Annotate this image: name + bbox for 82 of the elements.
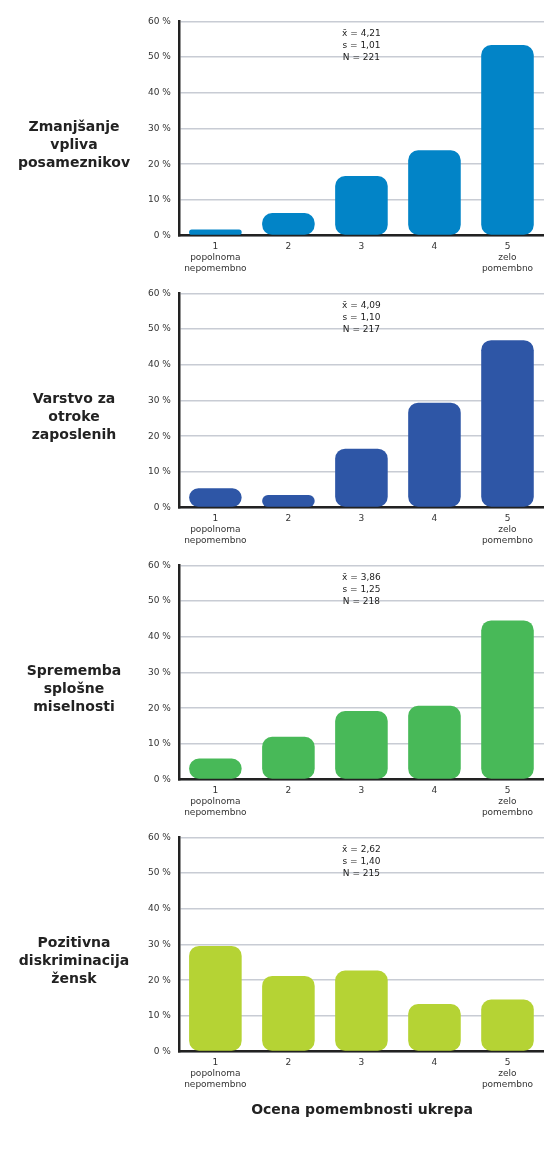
y-tick-label: 0 %	[153, 501, 172, 512]
y-tick-label: 50 %	[147, 595, 172, 606]
bar	[335, 448, 388, 507]
bar	[262, 495, 315, 507]
y-tick-label: 20 %	[147, 430, 172, 441]
bar	[408, 150, 461, 235]
y-tick-label: 50 %	[147, 323, 172, 334]
bar	[481, 999, 534, 1051]
x-tick-label: 1 popolnoma nepomembno	[184, 513, 248, 545]
x-tick-label: 3	[358, 785, 365, 796]
annotation: x̄ = 4,21	[342, 28, 381, 39]
x-tick-label: 2	[285, 513, 292, 524]
bar	[262, 736, 315, 779]
bar	[481, 620, 534, 779]
bar	[481, 340, 534, 507]
y-tick-label: 10 %	[147, 466, 172, 477]
annotation: x̄ = 4,09	[342, 300, 382, 311]
x-tick-label: 5 zelo pomembno	[481, 785, 534, 817]
annotation: x̄ = 3,86	[342, 572, 382, 583]
bar	[408, 705, 461, 779]
y-tick-label: 60 %	[147, 287, 172, 298]
x-tick-label: 4	[431, 513, 438, 524]
x-tick-label: 5 zelo pomembno	[481, 241, 534, 273]
y-tick-label: 50 %	[147, 867, 172, 878]
bar	[189, 229, 242, 235]
x-tick-label: 4	[431, 785, 438, 796]
annotation: s = 1,01	[342, 40, 381, 51]
x-tick-label: 1 popolnoma nepomembno	[184, 241, 248, 273]
text: Pozitivna diskriminacija žensk	[17, 933, 131, 987]
annotation: s = 1,40	[342, 856, 381, 867]
x-tick-label: 2	[285, 785, 292, 796]
y-tick-label: 60 %	[147, 15, 172, 26]
y-tick-label: 30 %	[147, 394, 172, 405]
y-tick-label: 60 %	[147, 831, 172, 842]
y-tick-label: 10 %	[147, 194, 172, 205]
bar	[408, 402, 461, 507]
annotation: N = 217	[342, 324, 381, 335]
x-axis-title: Ocena pomembnosti ukrepa	[250, 1100, 474, 1118]
bar	[189, 945, 242, 1051]
annotation: N = 215	[342, 868, 381, 879]
x-tick-label: 4	[431, 1057, 438, 1068]
y-tick-label: 10 %	[147, 738, 172, 749]
y-tick-label: 50 %	[147, 51, 172, 62]
y-tick-label: 60 %	[147, 559, 172, 570]
y-tick-label: 0 %	[153, 229, 172, 240]
text: Varstvo za otroke zaposlenih	[30, 389, 118, 443]
x-tick-label: 5 zelo pomembno	[481, 1057, 534, 1089]
x-tick-label: 3	[358, 1057, 365, 1068]
y-tick-label: 40 %	[147, 87, 172, 98]
x-tick-label: 3	[358, 513, 365, 524]
bar	[408, 1004, 461, 1051]
y-tick-label: 40 %	[147, 903, 172, 914]
annotation: s = 1,25	[342, 584, 381, 595]
text: Sprememba splošne miselnosti	[25, 661, 123, 715]
x-tick-label: 5 zelo pomembno	[481, 513, 534, 545]
x-tick-label: 2	[285, 241, 292, 252]
bar	[335, 175, 388, 235]
y-tick-label: 0 %	[153, 1045, 172, 1056]
x-tick-label: 4	[431, 241, 438, 252]
x-tick-label: 2	[285, 1057, 292, 1068]
bar	[262, 975, 315, 1051]
annotation: x̄ = 2,62	[342, 844, 381, 855]
y-tick-label: 40 %	[147, 359, 172, 370]
text: Zmanjšanje vpliva posameznikov	[16, 117, 132, 171]
x-tick-label: 3	[358, 241, 365, 252]
y-tick-label: 20 %	[147, 974, 172, 985]
x-tick-label: 1 popolnoma nepomembno	[184, 785, 248, 817]
y-tick-label: 40 %	[147, 631, 172, 642]
y-tick-label: 20 %	[147, 702, 172, 713]
bar	[335, 711, 388, 779]
annotation: N = 218	[342, 596, 381, 607]
annotation: s = 1,10	[342, 312, 381, 323]
bar	[335, 970, 388, 1051]
y-tick-label: 10 %	[147, 1010, 172, 1021]
y-tick-label: 0 %	[153, 773, 172, 784]
x-tick-label: 1 popolnoma nepomembno	[184, 1057, 248, 1089]
y-tick-label: 20 %	[147, 158, 172, 169]
y-tick-label: 30 %	[147, 122, 172, 133]
annotation: N = 221	[342, 52, 381, 63]
y-tick-label: 30 %	[147, 666, 172, 677]
bar	[481, 44, 534, 235]
y-tick-label: 30 %	[147, 938, 172, 949]
